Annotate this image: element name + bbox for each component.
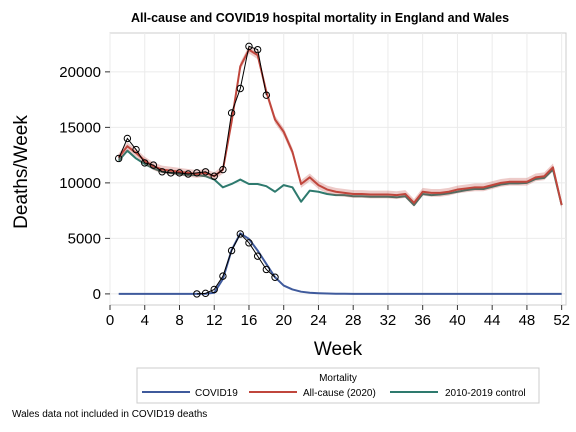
y-tick-label: 20000 xyxy=(59,64,101,81)
observed-point-covid xyxy=(236,230,244,238)
x-axis-label: Week xyxy=(314,339,363,360)
x-tick-label: 32 xyxy=(380,312,397,329)
series-line-2 xyxy=(117,149,563,207)
observed-point-allcause xyxy=(141,159,149,167)
observed-point-allcause xyxy=(193,169,201,177)
plot-area xyxy=(109,32,567,306)
x-tick-label: 8 xyxy=(175,312,183,329)
legend: Mortality COVID19 All-cause (2020) 2010-20… xyxy=(136,367,540,404)
x-tick-label: 4 xyxy=(141,312,149,329)
legend-label: COVID19 xyxy=(195,388,238,399)
observed-line-covid xyxy=(196,233,276,295)
x-tick-label: 40 xyxy=(449,312,466,329)
series-line-0 xyxy=(118,232,562,295)
chart-title: All-cause and COVID19 hospital mortality… xyxy=(131,11,509,25)
legend-label: 2010-2019 control xyxy=(445,388,526,399)
observed-point-covid xyxy=(253,252,262,260)
observed-point-allcause xyxy=(210,172,218,180)
y-axis: 0 5000 10000 15000 20000 xyxy=(59,64,110,303)
x-tick-label: 28 xyxy=(345,312,362,329)
observed-point-allcause xyxy=(167,169,175,177)
legend-items: COVID19 All-cause (2020) 2010-2019 control xyxy=(142,388,526,399)
observed-point-allcause xyxy=(149,161,158,169)
x-tick-label: 0 xyxy=(106,312,114,329)
x-tick-label: 52 xyxy=(553,312,570,329)
observed-point-allcause xyxy=(123,134,132,143)
observed-point-allcause xyxy=(262,91,271,99)
observed-line-allcause xyxy=(118,45,267,177)
x-tick-label: 20 xyxy=(275,312,292,329)
grid xyxy=(109,33,566,305)
observed-point-allcause xyxy=(253,45,262,54)
y-tick-label: 5000 xyxy=(68,230,101,247)
observed-point-allcause xyxy=(236,84,244,93)
x-axis: 0 4 8 12 16 20 24 28 32 36 40 44 48 52 xyxy=(106,305,570,329)
observed-point-covid xyxy=(210,285,218,294)
observed-point-covid xyxy=(271,273,279,281)
observed-point-covid xyxy=(219,272,227,280)
observed-point-allcause xyxy=(245,42,253,51)
x-tick-label: 24 xyxy=(310,312,327,329)
y-tick-label: 0 xyxy=(93,286,101,303)
observed-point-allcause xyxy=(184,170,192,178)
observed-point-allcause xyxy=(158,168,166,176)
y-tick-label: 10000 xyxy=(59,175,101,192)
x-tick-label: 48 xyxy=(519,312,536,329)
legend-box xyxy=(136,367,540,404)
observed-point-allcause xyxy=(132,145,140,154)
observed-point-allcause xyxy=(114,154,123,163)
observed-point-covid xyxy=(193,290,201,298)
observed-point-covid xyxy=(262,265,271,274)
observed-point-covid xyxy=(227,246,236,255)
legend-title: Mortality xyxy=(319,373,357,384)
observed-point-allcause xyxy=(219,165,227,174)
observed-point-covid xyxy=(201,289,210,298)
footnote: Wales data not included in COVID19 death… xyxy=(12,409,208,420)
observed-point-covid xyxy=(245,239,253,247)
observed-point-allcause xyxy=(227,109,236,117)
x-tick-label: 36 xyxy=(414,312,431,329)
legend-label: All-cause (2020) xyxy=(303,388,376,399)
y-axis-label: Deaths/Week xyxy=(11,115,32,229)
x-tick-label: 12 xyxy=(206,312,223,329)
observed-point-allcause xyxy=(201,168,210,176)
x-tick-label: 16 xyxy=(241,312,258,329)
observed-point-allcause xyxy=(175,169,184,177)
y-tick-label: 15000 xyxy=(59,119,101,136)
observed-points xyxy=(114,42,279,298)
x-tick-label: 44 xyxy=(484,312,501,329)
